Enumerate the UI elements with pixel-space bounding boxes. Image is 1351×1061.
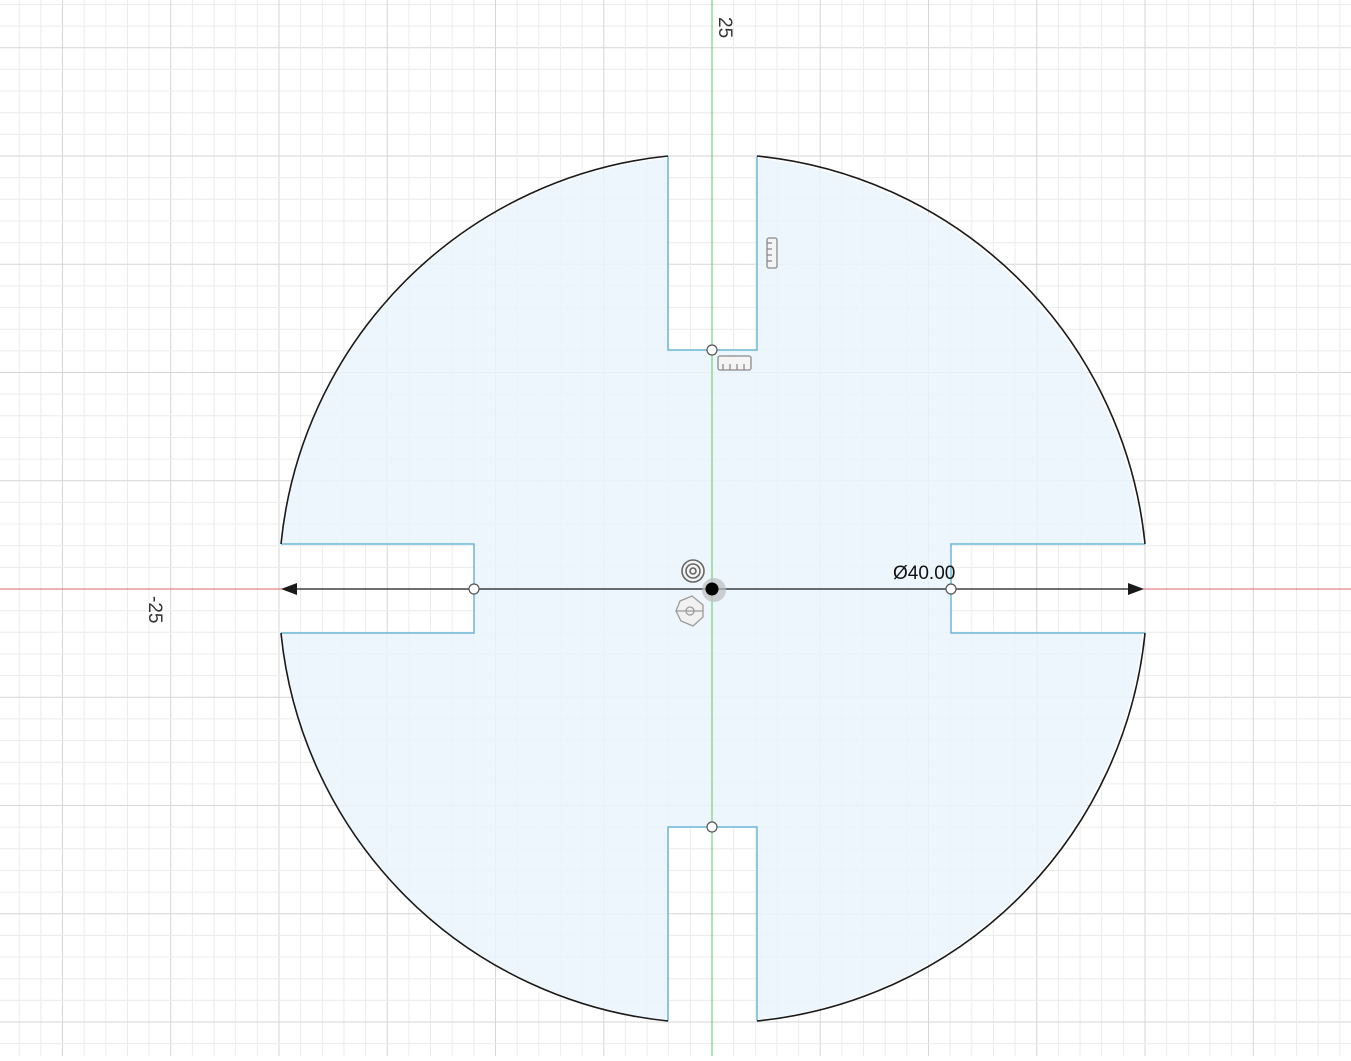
concentric-constraint-icon[interactable] <box>681 559 705 583</box>
constraint-glyphs[interactable] <box>675 237 778 627</box>
arc-top-right[interactable] <box>756 155 1146 545</box>
arc-bottom-right[interactable] <box>756 632 1146 1022</box>
y-axis-top-label: 25 <box>714 17 735 38</box>
circle-outline[interactable] <box>280 155 1146 1022</box>
sketch-origin-point-icon[interactable] <box>702 578 726 602</box>
arc-bottom-left[interactable] <box>280 632 669 1022</box>
x-axis-left-label: -25 <box>144 596 165 623</box>
dimension-arrow-right <box>1128 583 1144 595</box>
sketch-points[interactable] <box>468 344 957 833</box>
sketch-point-icon[interactable] <box>706 344 718 356</box>
fix-constraint-icon[interactable] <box>675 595 704 627</box>
arc-top-left[interactable] <box>280 155 669 545</box>
dimension-arrow-left <box>281 583 297 595</box>
sketch-point-icon[interactable] <box>706 821 718 833</box>
horizontal-constraint-icon[interactable] <box>717 355 752 371</box>
dimension-value[interactable]: Ø40.00 <box>893 563 955 584</box>
sketch-point-icon[interactable] <box>945 583 957 595</box>
vertical-constraint-icon[interactable] <box>766 237 778 269</box>
sketch-point-icon[interactable] <box>468 583 480 595</box>
